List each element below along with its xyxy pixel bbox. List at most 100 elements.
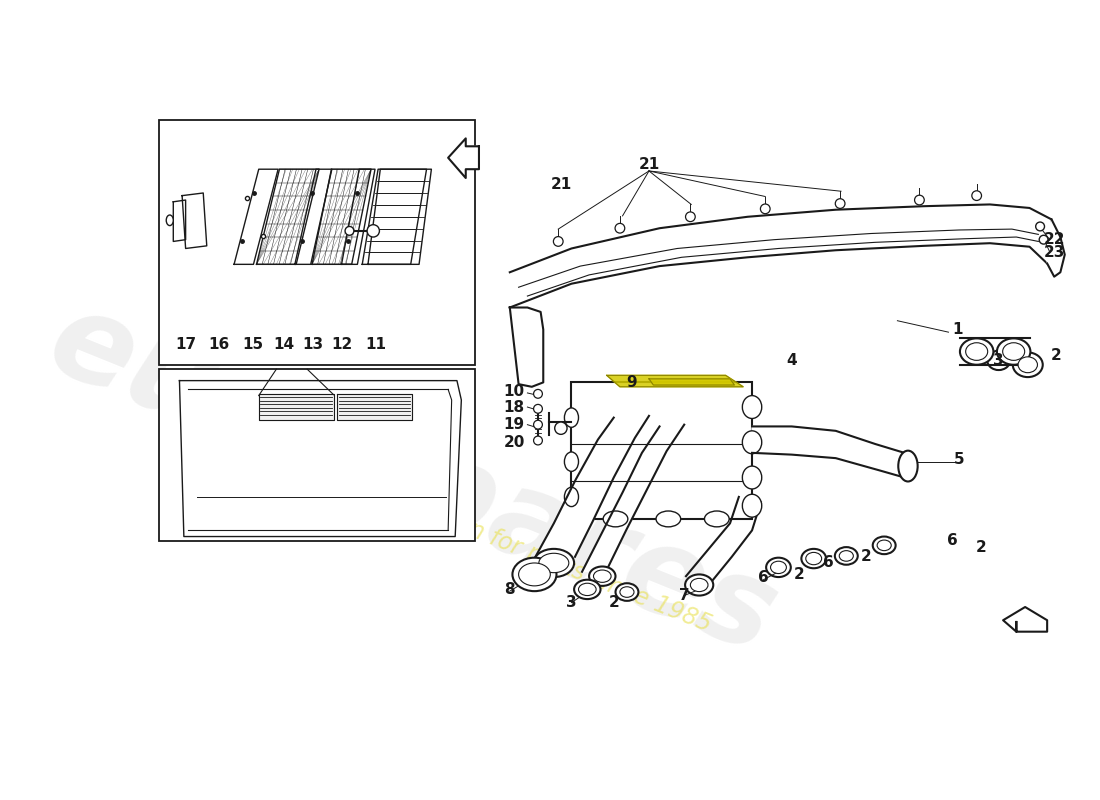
- Circle shape: [971, 190, 981, 201]
- Text: 13: 13: [302, 337, 323, 352]
- Ellipse shape: [513, 558, 557, 591]
- Ellipse shape: [872, 537, 895, 554]
- Polygon shape: [368, 170, 431, 264]
- Text: eurospares: eurospares: [33, 280, 793, 678]
- Ellipse shape: [742, 466, 761, 489]
- Ellipse shape: [802, 549, 826, 568]
- Ellipse shape: [691, 578, 708, 591]
- Circle shape: [534, 420, 542, 429]
- Polygon shape: [448, 138, 478, 178]
- Text: 20: 20: [504, 434, 525, 450]
- Text: 18: 18: [504, 399, 525, 414]
- Text: 9: 9: [626, 375, 637, 390]
- Bar: [160, 369, 474, 541]
- Circle shape: [534, 405, 542, 414]
- Polygon shape: [337, 394, 412, 420]
- Circle shape: [1040, 235, 1048, 244]
- Ellipse shape: [574, 580, 601, 599]
- Text: 12: 12: [332, 337, 353, 352]
- Text: 6: 6: [758, 570, 769, 586]
- Text: 3: 3: [993, 353, 1004, 368]
- Ellipse shape: [579, 583, 596, 595]
- Polygon shape: [582, 425, 684, 572]
- Ellipse shape: [766, 558, 791, 577]
- Text: a passion for parts since 1985: a passion for parts since 1985: [375, 481, 715, 637]
- Polygon shape: [649, 379, 735, 385]
- Polygon shape: [1047, 219, 1065, 277]
- Ellipse shape: [345, 226, 354, 235]
- Polygon shape: [362, 170, 427, 264]
- Circle shape: [835, 198, 845, 209]
- Circle shape: [553, 237, 563, 246]
- Polygon shape: [509, 307, 543, 386]
- Ellipse shape: [534, 549, 574, 577]
- Text: 1: 1: [952, 322, 962, 337]
- Ellipse shape: [742, 395, 761, 418]
- Polygon shape: [256, 170, 319, 264]
- Polygon shape: [341, 170, 375, 264]
- Ellipse shape: [656, 511, 681, 527]
- Ellipse shape: [564, 452, 579, 471]
- Ellipse shape: [616, 583, 638, 601]
- Bar: [572, 382, 752, 519]
- Text: 15: 15: [242, 337, 263, 352]
- Ellipse shape: [704, 511, 729, 527]
- Polygon shape: [183, 193, 207, 249]
- Text: 22: 22: [1044, 232, 1065, 247]
- Text: 14: 14: [273, 337, 294, 352]
- Ellipse shape: [742, 494, 761, 517]
- Text: 2: 2: [793, 567, 804, 582]
- Circle shape: [685, 212, 695, 222]
- Ellipse shape: [1013, 353, 1043, 377]
- Polygon shape: [234, 170, 278, 264]
- Polygon shape: [607, 375, 744, 386]
- Ellipse shape: [1003, 342, 1025, 360]
- Text: 2: 2: [1050, 349, 1062, 363]
- Polygon shape: [535, 416, 649, 558]
- Text: 10: 10: [504, 384, 525, 398]
- Ellipse shape: [997, 338, 1031, 365]
- Ellipse shape: [987, 350, 1010, 370]
- Polygon shape: [312, 170, 371, 264]
- Text: 2: 2: [608, 595, 619, 610]
- Ellipse shape: [806, 552, 822, 565]
- Text: 19: 19: [504, 417, 525, 432]
- Ellipse shape: [966, 342, 988, 360]
- Ellipse shape: [590, 566, 616, 586]
- Polygon shape: [960, 339, 1030, 364]
- Ellipse shape: [564, 487, 579, 506]
- Polygon shape: [752, 426, 911, 479]
- Polygon shape: [295, 170, 332, 264]
- Text: 5: 5: [954, 453, 965, 467]
- Ellipse shape: [367, 225, 380, 237]
- Text: 16: 16: [209, 337, 230, 352]
- Text: 21: 21: [638, 158, 660, 172]
- Ellipse shape: [770, 562, 786, 574]
- Text: 6: 6: [947, 534, 957, 549]
- Ellipse shape: [835, 547, 858, 565]
- Ellipse shape: [518, 563, 550, 586]
- Circle shape: [534, 390, 542, 398]
- Text: 7: 7: [679, 588, 690, 603]
- Ellipse shape: [685, 574, 713, 595]
- Ellipse shape: [594, 570, 612, 582]
- Ellipse shape: [564, 408, 579, 427]
- Ellipse shape: [899, 450, 917, 482]
- Circle shape: [1036, 222, 1045, 231]
- Text: 8: 8: [505, 582, 515, 597]
- Text: 4: 4: [786, 353, 798, 368]
- Polygon shape: [1003, 607, 1047, 632]
- Ellipse shape: [839, 550, 854, 562]
- Circle shape: [534, 436, 542, 445]
- Bar: [160, 120, 474, 365]
- Circle shape: [760, 204, 770, 214]
- Circle shape: [914, 195, 924, 205]
- Ellipse shape: [620, 586, 634, 598]
- Ellipse shape: [539, 554, 569, 573]
- Text: 21: 21: [550, 177, 572, 192]
- Text: 2: 2: [861, 550, 872, 564]
- Circle shape: [615, 223, 625, 233]
- Ellipse shape: [1019, 357, 1037, 373]
- Ellipse shape: [554, 422, 568, 434]
- Polygon shape: [509, 205, 1054, 307]
